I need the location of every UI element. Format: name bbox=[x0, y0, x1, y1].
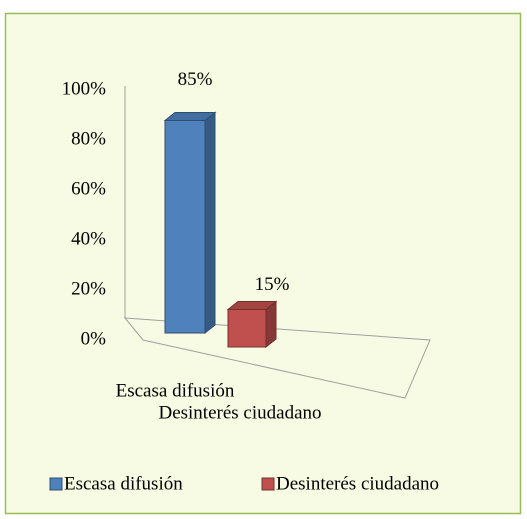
bar-face bbox=[227, 309, 267, 348]
legend-swatch bbox=[261, 477, 275, 491]
y-tick-label: 100% bbox=[62, 78, 107, 99]
bar-face bbox=[204, 111, 216, 335]
legend-label: Desinterés ciudadano bbox=[276, 473, 439, 494]
x-tick-label: Escasa difusión bbox=[116, 380, 235, 401]
y-tick-label: 0% bbox=[81, 328, 107, 349]
bar bbox=[163, 111, 217, 335]
legend-swatch bbox=[49, 477, 63, 491]
floor bbox=[123, 317, 431, 399]
y-tick-label: 40% bbox=[71, 228, 106, 249]
bar-face bbox=[164, 120, 206, 334]
chart-frame bbox=[4, 12, 522, 515]
bar bbox=[226, 300, 278, 349]
y-tick-label: 60% bbox=[71, 178, 106, 199]
y-tick-label: 80% bbox=[71, 128, 106, 149]
data-label: 15% bbox=[255, 274, 290, 295]
y-tick-label: 20% bbox=[71, 278, 106, 299]
x-tick-label: Desinterés ciudadano bbox=[158, 402, 321, 423]
data-label: 85% bbox=[178, 69, 213, 90]
legend-label: Escasa difusión bbox=[64, 473, 183, 494]
